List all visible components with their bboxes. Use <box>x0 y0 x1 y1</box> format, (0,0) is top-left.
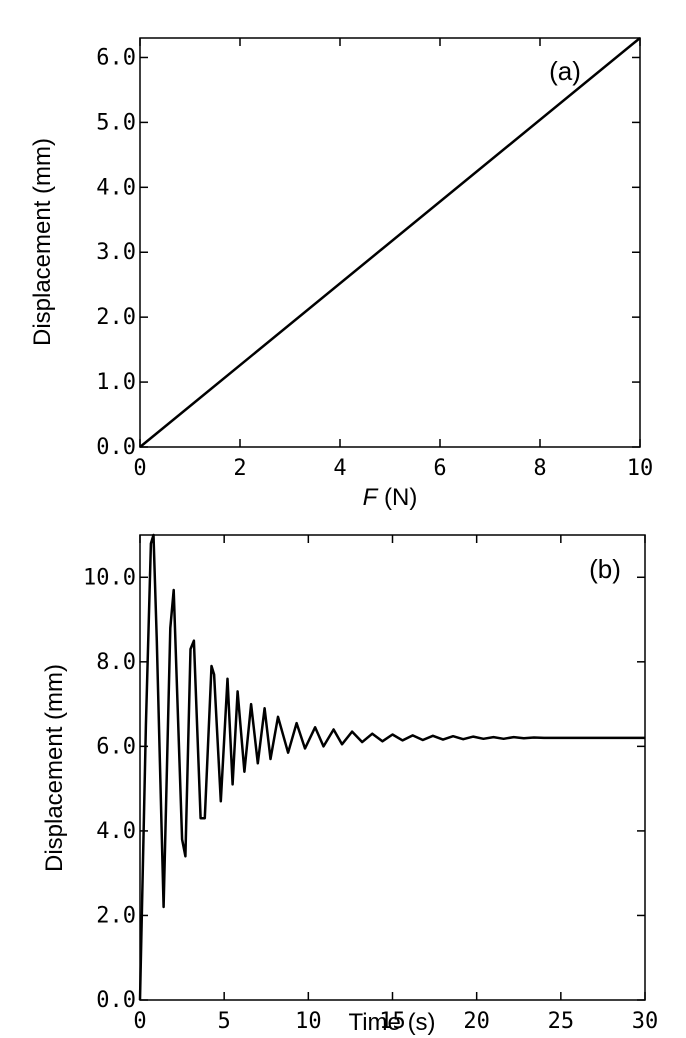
chart-b-xtick-label: 5 <box>218 1009 231 1034</box>
chart-b-xlabel: Time (s) <box>348 1009 435 1036</box>
chart-b-xtick-label: 25 <box>548 1009 575 1034</box>
chart-b-ytick-label: 6.0 <box>96 734 136 759</box>
chart-a-xtick-label: 0 <box>133 456 146 481</box>
chart-a-ytick-label: 2.0 <box>96 305 136 330</box>
chart-b-xtick-label: 0 <box>133 1009 146 1034</box>
chart-b-xtick-label: 30 <box>632 1009 659 1034</box>
chart-b: 0 5 10 15 20 25 30 0.0 2.0 4.0 6.0 8.0 10.0 (b) Disp… <box>41 533 658 1036</box>
chart-a-ytick-label: 5.0 <box>96 110 136 135</box>
chart-a-xtick-label: 10 <box>627 456 654 481</box>
chart-a-xlabel-variable: F <box>363 484 379 511</box>
chart-b-ylabel: Displacement (mm) <box>41 664 68 872</box>
chart-a-xtick-label: 8 <box>533 456 546 481</box>
chart-a-xtick-label: 2 <box>233 456 246 481</box>
chart-a-xlabel-unit: (N) <box>377 484 417 511</box>
chart-b-ytick-label: 0.0 <box>96 988 136 1013</box>
chart-b-ytick-label: 10.0 <box>83 565 136 590</box>
chart-b-frame <box>139 534 646 1001</box>
chart-a-xtick-label: 4 <box>333 456 346 481</box>
chart-b-ytick-label: 8.0 <box>96 650 136 675</box>
chart-b-ticks: 0 5 10 15 20 25 30 0.0 2.0 4.0 6.0 8.0 10.0 <box>83 535 658 1034</box>
chart-a-ticks: 0 2 4 6 8 10 0.0 1.0 2.0 3.0 4.0 5.0 6.0 <box>96 38 653 481</box>
chart-a-frame <box>139 37 641 448</box>
chart-b-ytick-label: 4.0 <box>96 819 136 844</box>
chart-a: 0 2 4 6 8 10 0.0 1.0 2.0 3.0 4.0 5.0 6.0 (a) Displac… <box>29 37 653 511</box>
chart-a-ytick-label: 0.0 <box>96 435 136 460</box>
chart-b-xtick-label: 10 <box>295 1009 322 1034</box>
chart-a-xlabel: F (N) <box>363 484 418 511</box>
chart-b-xtick-label: 20 <box>463 1009 490 1034</box>
chart-a-ytick-label: 1.0 <box>96 370 136 395</box>
chart-b-xtick-label: 15 <box>379 1009 406 1034</box>
chart-a-panel-label: (a) <box>549 56 581 86</box>
chart-a-ytick-label: 4.0 <box>96 175 136 200</box>
chart-a-ylabel: Displacement (mm) <box>29 138 56 346</box>
chart-b-series-line <box>138 533 645 1001</box>
chart-b-panel-label: (b) <box>589 554 621 584</box>
chart-a-series-line <box>139 37 641 448</box>
chart-a-ytick-label: 3.0 <box>96 240 136 265</box>
chart-a-xtick-label: 6 <box>433 456 446 481</box>
chart-a-ytick-label: 6.0 <box>96 45 136 70</box>
chart-b-ytick-label: 2.0 <box>96 903 136 928</box>
